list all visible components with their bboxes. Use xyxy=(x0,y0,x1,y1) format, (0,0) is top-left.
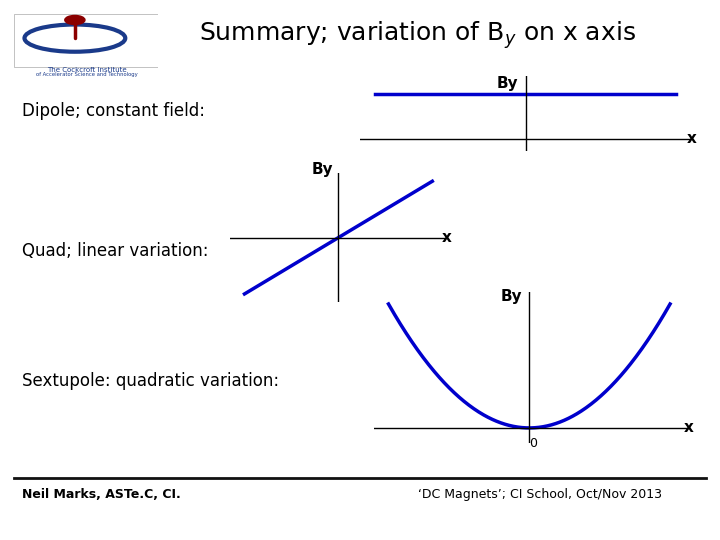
Text: 0: 0 xyxy=(529,437,538,450)
Text: Summary; variation of B$_y$ on x axis: Summary; variation of B$_y$ on x axis xyxy=(199,19,636,51)
Text: Neil Marks, ASTe.C, CI.: Neil Marks, ASTe.C, CI. xyxy=(22,488,180,501)
Text: Quad; linear variation:: Quad; linear variation: xyxy=(22,242,208,260)
Text: x: x xyxy=(687,131,696,146)
Ellipse shape xyxy=(45,30,105,46)
Text: The Cockcroft Institute: The Cockcroft Institute xyxy=(47,68,126,73)
Text: By: By xyxy=(497,76,518,91)
FancyBboxPatch shape xyxy=(14,14,158,66)
Text: of Accelerator Science and Technology: of Accelerator Science and Technology xyxy=(35,72,138,77)
Text: ‘DC Magnets’; CI School, Oct/Nov 2013: ‘DC Magnets’; CI School, Oct/Nov 2013 xyxy=(418,488,662,501)
Text: Sextupole: quadratic variation:: Sextupole: quadratic variation: xyxy=(22,372,279,390)
Text: x: x xyxy=(441,230,451,245)
Text: By: By xyxy=(500,289,522,304)
Text: By: By xyxy=(312,162,333,177)
Text: x: x xyxy=(684,421,694,435)
Circle shape xyxy=(65,16,85,24)
Text: Dipole; constant field:: Dipole; constant field: xyxy=(22,102,204,120)
